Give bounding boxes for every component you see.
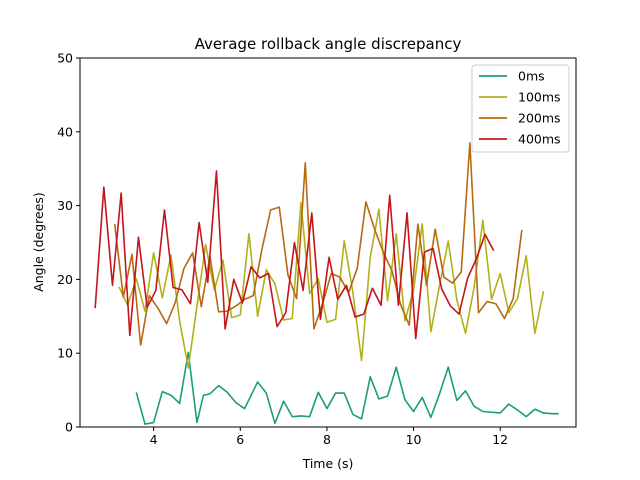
y-tick-label: 50 xyxy=(57,51,73,66)
legend-label-100ms: 100ms xyxy=(518,90,561,105)
x-axis-label: Time (s) xyxy=(302,456,354,471)
y-tick-label: 20 xyxy=(57,272,73,287)
x-axis: 4 6 8 10 12 xyxy=(150,427,508,447)
x-tick-label: 8 xyxy=(323,432,331,447)
series-line-100ms xyxy=(118,201,545,369)
x-tick-label: 6 xyxy=(236,432,244,447)
y-tick-label: 30 xyxy=(57,198,73,213)
y-tick-label: 40 xyxy=(57,124,73,139)
series-line-200ms xyxy=(113,142,523,346)
y-tick-label: 0 xyxy=(65,420,73,435)
x-tick-label: 12 xyxy=(492,432,508,447)
series-layer xyxy=(94,142,559,425)
series-line-400ms xyxy=(94,170,495,340)
legend-frame xyxy=(471,64,570,153)
chart-title: Average rollback angle discrepancy xyxy=(195,35,462,53)
axes-layer xyxy=(79,57,577,428)
y-tick-label: 10 xyxy=(57,346,73,361)
y-axis-label: Angle (degrees) xyxy=(31,192,46,292)
legend-label-0ms: 0ms xyxy=(518,69,545,84)
series-line-0ms xyxy=(135,351,559,425)
plot-frame xyxy=(79,57,577,428)
x-tick-label: 10 xyxy=(406,432,422,447)
x-tick-label: 4 xyxy=(150,432,158,447)
y-axis: 0 10 20 30 40 50 xyxy=(57,51,80,435)
legend-label-400ms: 400ms xyxy=(518,132,561,147)
legend-label-200ms: 200ms xyxy=(518,111,561,126)
legend: 0ms 100ms 200ms 400ms xyxy=(471,64,570,153)
